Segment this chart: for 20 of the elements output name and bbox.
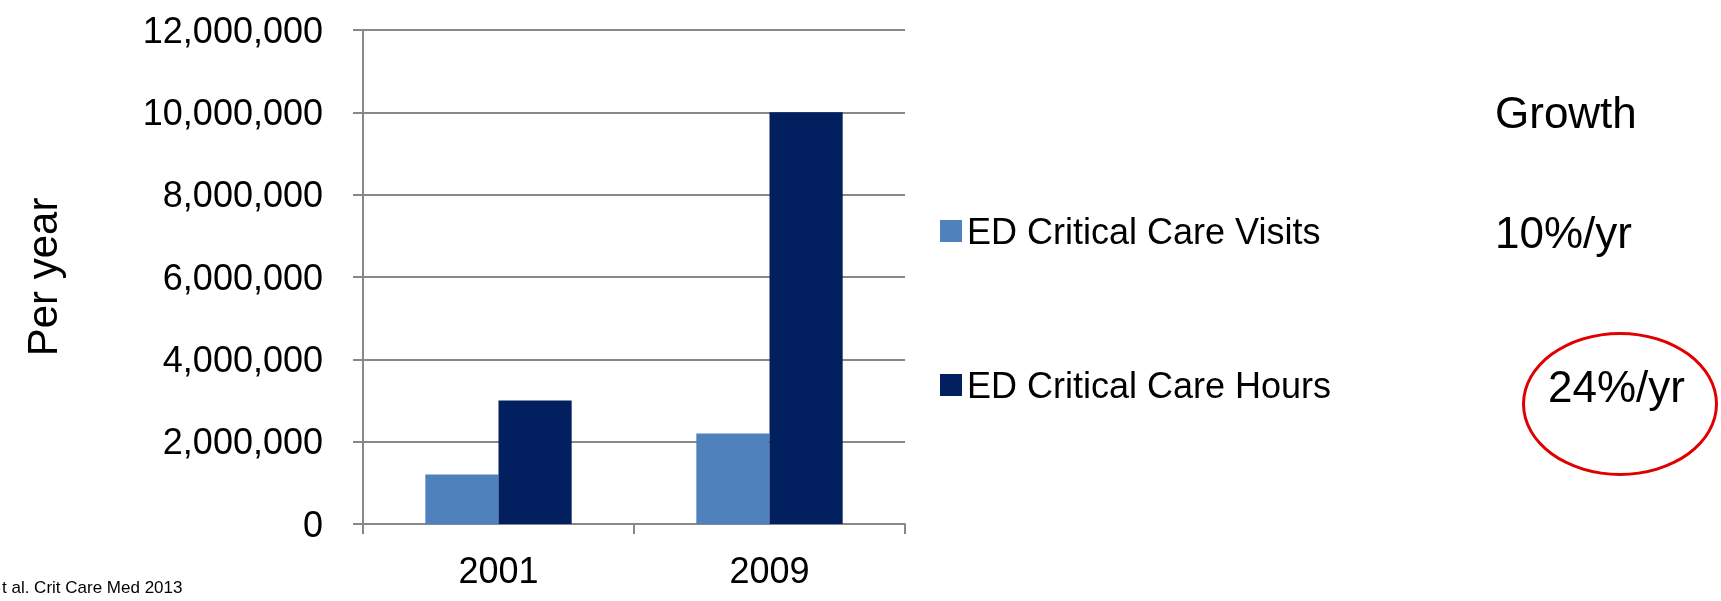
bar bbox=[696, 433, 770, 524]
text: t al. Crit Care Med 2013 bbox=[2, 578, 183, 598]
legend-label: ED Critical Care Hours bbox=[967, 364, 1332, 406]
bar bbox=[425, 474, 499, 524]
y-tick-label: 2,000,000 bbox=[162, 421, 323, 463]
text: 10%/yr bbox=[1495, 208, 1632, 258]
text: Growth bbox=[1495, 88, 1637, 138]
legend-label: ED Critical Care Visits bbox=[967, 210, 1321, 252]
y-tick-label: 6,000,000 bbox=[162, 256, 323, 298]
y-axis-title: Per year bbox=[18, 197, 66, 357]
y-tick-label: 4,000,000 bbox=[162, 338, 323, 380]
bar bbox=[769, 112, 843, 524]
x-tick-label: 2001 bbox=[458, 549, 539, 591]
x-tick-label: 2009 bbox=[729, 549, 810, 591]
bar bbox=[498, 400, 572, 524]
y-tick-label: 12,000,000 bbox=[142, 9, 323, 51]
y-tick-label: 8,000,000 bbox=[162, 174, 323, 216]
text: 24%/yr bbox=[1548, 362, 1685, 412]
y-tick-label: 0 bbox=[302, 503, 323, 545]
y-tick-label: 10,000,000 bbox=[142, 91, 323, 133]
